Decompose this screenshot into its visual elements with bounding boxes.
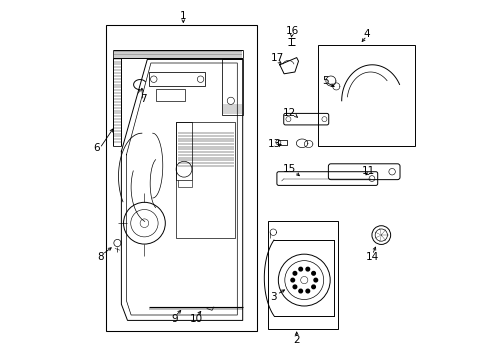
Text: 6: 6 [93, 143, 100, 153]
Circle shape [305, 289, 309, 293]
Text: 12: 12 [282, 108, 296, 118]
Circle shape [311, 271, 315, 275]
Text: 1: 1 [180, 11, 186, 21]
Circle shape [305, 267, 309, 271]
Text: 13: 13 [267, 139, 280, 149]
Circle shape [292, 271, 296, 275]
Bar [222, 59, 242, 115]
Text: 14: 14 [365, 252, 378, 262]
Text: 9: 9 [171, 314, 177, 324]
Text: 3: 3 [270, 292, 276, 302]
Bar [318, 45, 415, 146]
Circle shape [292, 285, 296, 289]
Text: 15: 15 [282, 164, 296, 174]
Text: 11: 11 [361, 166, 375, 176]
Text: 17: 17 [270, 53, 284, 63]
Bar [149, 72, 204, 86]
Bar [156, 89, 185, 101]
Circle shape [298, 289, 302, 293]
Circle shape [298, 267, 302, 271]
Text: 2: 2 [293, 335, 300, 345]
Text: 16: 16 [285, 26, 298, 36]
Bar [267, 221, 337, 329]
Circle shape [311, 285, 315, 289]
Circle shape [290, 278, 294, 282]
Bar [106, 25, 257, 331]
Text: 10: 10 [189, 314, 202, 324]
Circle shape [313, 278, 317, 282]
Bar [176, 122, 192, 180]
Text: 5: 5 [322, 76, 328, 86]
Text: 4: 4 [363, 29, 369, 39]
Bar [176, 122, 235, 238]
Text: 8: 8 [97, 252, 103, 262]
Text: 7: 7 [140, 94, 147, 104]
